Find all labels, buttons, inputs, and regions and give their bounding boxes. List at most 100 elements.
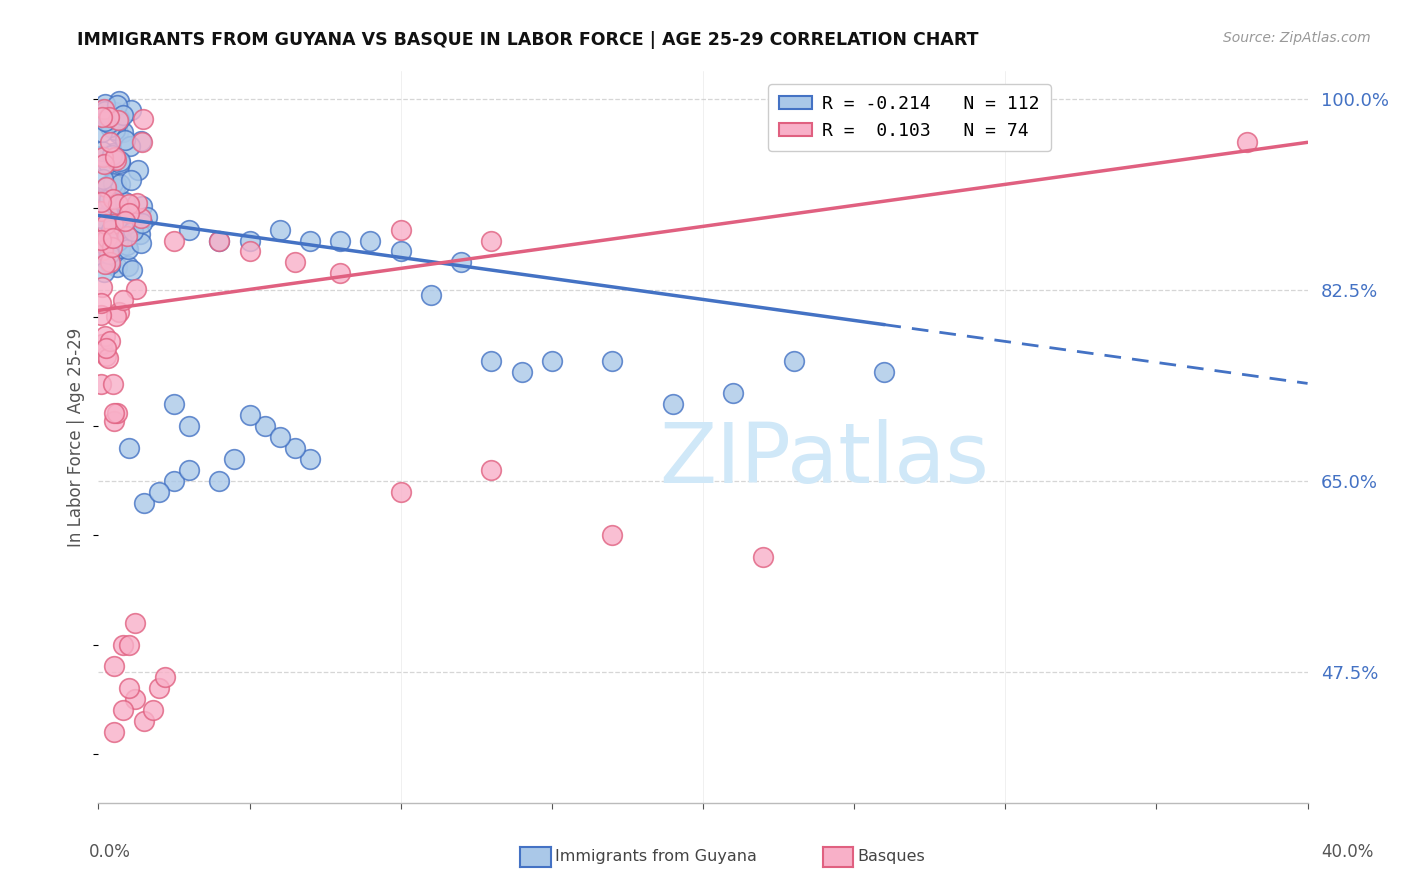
Point xyxy=(208,234,231,248)
Point xyxy=(115,229,138,244)
Point xyxy=(131,199,153,213)
Point xyxy=(91,243,114,257)
Text: Basques: Basques xyxy=(858,849,925,863)
Point xyxy=(148,484,170,499)
Point xyxy=(91,144,114,158)
Point xyxy=(107,126,129,140)
Point xyxy=(389,222,412,236)
Point xyxy=(120,103,142,117)
Point xyxy=(127,163,149,178)
Point xyxy=(90,211,112,225)
Point xyxy=(136,210,159,224)
Point xyxy=(94,234,117,248)
Point xyxy=(98,192,121,206)
Point xyxy=(118,206,141,220)
Point xyxy=(94,96,117,111)
Point xyxy=(1236,136,1258,150)
Point xyxy=(299,234,322,248)
Point xyxy=(723,386,745,401)
Point xyxy=(284,441,307,455)
Point xyxy=(90,204,112,219)
Point xyxy=(90,227,112,241)
Point xyxy=(91,172,114,186)
Y-axis label: In Labor Force | Age 25-29: In Labor Force | Age 25-29 xyxy=(67,327,86,547)
Point xyxy=(97,246,120,260)
Point xyxy=(90,308,112,322)
Point xyxy=(329,234,352,248)
Point xyxy=(98,255,121,269)
Point xyxy=(90,233,112,247)
Point xyxy=(107,196,129,211)
Point xyxy=(105,98,128,112)
Point xyxy=(101,240,124,254)
Text: ZIPatlas: ZIPatlas xyxy=(659,418,988,500)
Point xyxy=(117,238,139,252)
Point xyxy=(420,288,443,302)
Point xyxy=(131,216,153,230)
Point xyxy=(269,222,291,236)
Point xyxy=(101,145,124,160)
Point xyxy=(108,241,131,255)
Point xyxy=(108,110,131,124)
Point xyxy=(112,293,135,307)
Point xyxy=(90,195,112,210)
Point xyxy=(90,202,112,216)
Point xyxy=(103,414,125,428)
Point xyxy=(94,155,117,169)
Point xyxy=(114,214,136,228)
Point xyxy=(114,194,136,209)
Point xyxy=(103,176,125,190)
Point xyxy=(602,353,624,368)
Point xyxy=(100,160,122,174)
Point xyxy=(96,179,118,194)
Point xyxy=(90,149,112,163)
Point xyxy=(179,419,201,434)
Point xyxy=(96,179,118,194)
Point xyxy=(94,103,117,118)
Point xyxy=(661,397,683,411)
Point xyxy=(105,213,128,227)
Point xyxy=(101,231,124,245)
Point xyxy=(129,227,152,241)
Point xyxy=(90,280,112,294)
Point xyxy=(389,244,412,259)
Point xyxy=(118,638,141,652)
Point xyxy=(98,116,121,130)
Text: IMMIGRANTS FROM GUYANA VS BASQUE IN LABOR FORCE | AGE 25-29 CORRELATION CHART: IMMIGRANTS FROM GUYANA VS BASQUE IN LABO… xyxy=(77,31,979,49)
Point xyxy=(107,113,129,128)
Point xyxy=(93,194,115,208)
Point xyxy=(108,113,131,128)
Point xyxy=(117,242,139,256)
Point xyxy=(783,353,806,368)
Point xyxy=(481,463,503,477)
Point xyxy=(104,104,127,119)
Point xyxy=(103,659,125,673)
Point xyxy=(104,150,127,164)
Point xyxy=(131,235,153,250)
Point xyxy=(111,108,134,122)
Point xyxy=(105,406,128,420)
Point xyxy=(96,224,118,238)
Point xyxy=(239,409,262,423)
Point xyxy=(108,155,131,169)
Point xyxy=(111,703,134,717)
Point xyxy=(94,108,117,122)
Point xyxy=(163,474,186,488)
Point xyxy=(94,349,117,363)
Point xyxy=(90,377,112,392)
Point xyxy=(121,225,143,239)
Point xyxy=(105,309,128,323)
Point xyxy=(329,266,352,280)
Point xyxy=(103,218,125,232)
Point xyxy=(540,353,562,368)
Point xyxy=(91,235,114,249)
Point xyxy=(360,234,382,248)
Point xyxy=(104,111,127,125)
Point xyxy=(163,397,186,411)
Point xyxy=(94,217,117,231)
Point xyxy=(602,528,624,542)
Point xyxy=(110,227,132,242)
Point xyxy=(90,125,112,139)
Point xyxy=(112,125,135,139)
Point xyxy=(111,638,134,652)
